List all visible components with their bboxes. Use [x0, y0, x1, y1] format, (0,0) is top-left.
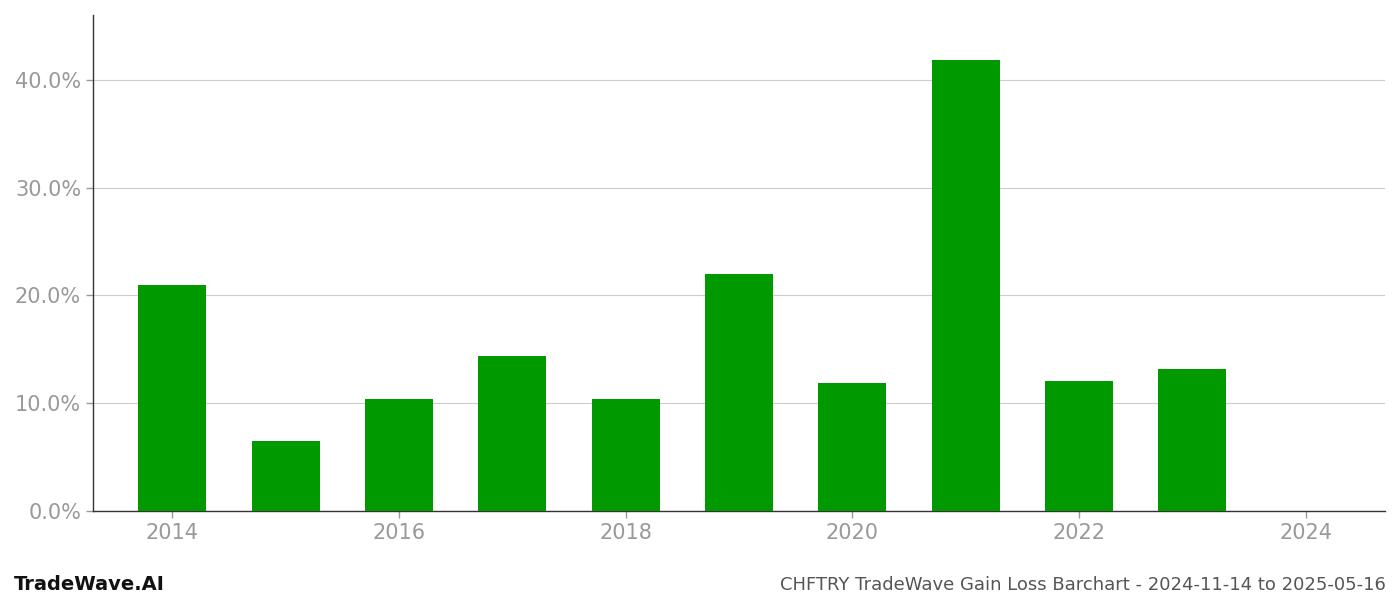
Bar — [1044, 380, 1113, 511]
Bar — [139, 284, 206, 511]
Text: CHFTRY TradeWave Gain Loss Barchart - 2024-11-14 to 2025-05-16: CHFTRY TradeWave Gain Loss Barchart - 20… — [780, 576, 1386, 594]
Bar — [706, 274, 773, 511]
Bar — [252, 441, 319, 511]
Bar — [365, 399, 433, 511]
Bar — [819, 383, 886, 511]
Bar — [1158, 369, 1226, 511]
Bar — [931, 61, 1000, 511]
Text: TradeWave.AI: TradeWave.AI — [14, 575, 165, 594]
Bar — [592, 399, 659, 511]
Bar — [479, 356, 546, 511]
